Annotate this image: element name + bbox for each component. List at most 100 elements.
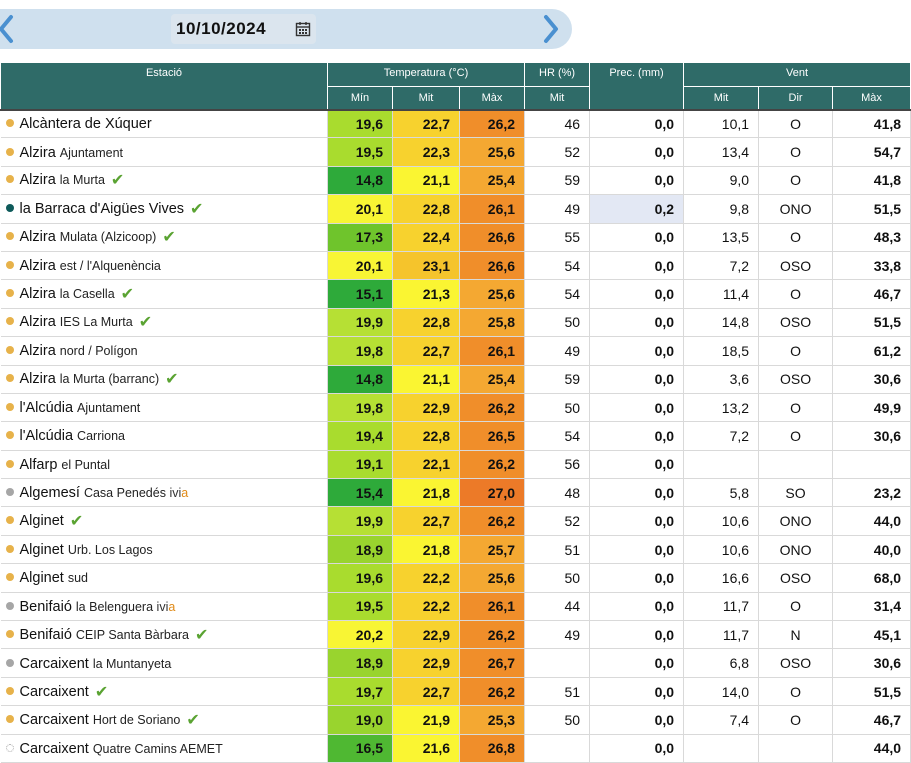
station-name[interactable]: Alcàntera de Xúquer xyxy=(19,116,152,133)
header-v-mit[interactable]: Mit xyxy=(683,86,760,110)
header-v-max[interactable]: Màx xyxy=(832,86,911,110)
table-row[interactable]: Alcàntera de Xúquer 19,6 22,7 26,2 46 0,0 10,1… xyxy=(0,108,911,139)
station-name[interactable]: Carcaixent xyxy=(19,655,89,672)
station-cell[interactable]: Alzira IES La Murta ✔ xyxy=(0,308,328,338)
station-name[interactable]: la Barraca d'Aigües Vives xyxy=(19,200,185,217)
precipitation-cell: 0,0 xyxy=(589,535,685,565)
status-dot-icon xyxy=(5,261,14,270)
table-row[interactable]: Alzira IES La Murta ✔ 19,9 22,8 25,8 50 0,0 14,8… xyxy=(0,308,911,338)
station-cell[interactable]: Alzira Mulata (Alzicoop) ✔ xyxy=(0,223,328,252)
station-cell[interactable]: Alzira Ajuntament xyxy=(0,137,328,167)
station-name[interactable]: Alzira xyxy=(19,172,56,189)
station-name[interactable]: Benifaió xyxy=(19,626,72,643)
temp-max-cell: 25,4 xyxy=(459,166,526,196)
precipitation-cell: 0,0 xyxy=(589,279,685,309)
table-row[interactable]: Alfarp el Puntal 19,1 22,1 26,2 56 0,0 xyxy=(0,450,911,480)
chevron-left-icon[interactable] xyxy=(0,11,16,47)
station-cell[interactable]: l'Alcúdia Ajuntament xyxy=(0,393,328,423)
header-hr-mit[interactable]: Mit xyxy=(524,86,591,110)
station-cell[interactable]: Alfarp el Puntal xyxy=(0,450,328,480)
station-cell[interactable]: Alzira est / l'Alquenència xyxy=(0,251,328,281)
table-row[interactable]: Carcaixent Hort de Soriano ✔ 19,0 21,9 25,3 50… xyxy=(0,705,911,735)
checkmark-icon: ✔ xyxy=(194,626,209,644)
station-name[interactable]: Benifaió xyxy=(19,598,72,615)
station-name[interactable]: Alginet xyxy=(19,513,64,530)
precipitation-cell: 0,0 xyxy=(589,137,685,167)
station-cell[interactable]: la Barraca d'Aigües Vives ✔ xyxy=(0,194,328,224)
station-cell[interactable]: Carcaixent Hort de Soriano ✔ xyxy=(0,705,328,735)
station-cell[interactable]: Alginet sud xyxy=(0,563,328,593)
header-t-max[interactable]: Màx xyxy=(458,86,526,110)
station-cell[interactable]: Carcaixent Quatre Camins AEMET xyxy=(0,734,328,763)
checkmark-icon: ✔ xyxy=(94,683,109,701)
table-row[interactable]: Benifaió la Belenguera ivia 19,5 22,2 26,1 44… xyxy=(0,592,911,622)
table-row[interactable]: Alzira la Casella ✔ 15,1 21,3 25,6 54 0,0 11,4 O 4… xyxy=(0,279,911,309)
header-t-min[interactable]: Mín xyxy=(327,86,393,110)
header-t-mit[interactable]: Mit xyxy=(392,86,460,110)
station-name[interactable]: Alzira xyxy=(19,371,56,388)
table-row[interactable]: Carcaixent ✔ 19,7 22,7 26,2 51 0,0 14,0 O 51,5 xyxy=(0,677,911,707)
station-name[interactable]: Alzira xyxy=(19,229,56,246)
humidity-cell: 50 xyxy=(524,563,591,593)
table-row[interactable]: Carcaixent la Muntanyeta 18,9 22,9 26,7 0,0 6,… xyxy=(0,648,911,678)
table-row[interactable]: la Barraca d'Aigües Vives ✔ 20,1 22,8 26,1 49… xyxy=(0,194,911,224)
header-v-dir[interactable]: Dir xyxy=(758,86,834,110)
table-row[interactable]: Alginet ✔ 19,9 22,7 26,2 52 0,0 10,6 ONO 44,0 xyxy=(0,506,911,536)
station-name[interactable]: Alzira xyxy=(19,343,56,360)
status-dot-icon xyxy=(5,601,14,610)
status-dot-icon xyxy=(5,289,14,298)
station-name[interactable]: Alfarp xyxy=(19,456,58,473)
precipitation-cell: 0,0 xyxy=(589,450,685,480)
table-row[interactable]: Alzira est / l'Alquenència 20,1 23,1 26,6 54 0… xyxy=(0,251,911,281)
station-name[interactable]: Carcaixent xyxy=(19,711,89,728)
chevron-right-icon[interactable] xyxy=(541,11,561,47)
station-name[interactable]: Alzira xyxy=(19,144,56,161)
station-cell[interactable]: Benifaió CEIP Santa Bàrbara ✔ xyxy=(0,620,328,650)
station-name[interactable]: Alzira xyxy=(19,286,56,303)
station-cell[interactable]: Alginet ✔ xyxy=(0,506,328,536)
station-cell[interactable]: Alzira nord / Polígon xyxy=(0,336,328,366)
station-name[interactable]: Alginet xyxy=(19,570,64,587)
wind-max-cell: 61,2 xyxy=(832,336,911,366)
temp-max-cell: 26,1 xyxy=(459,592,526,622)
ivia-logo: ivia xyxy=(165,486,189,501)
station-cell[interactable]: l'Alcúdia Carriona xyxy=(0,421,328,451)
temp-min-cell: 20,1 xyxy=(327,251,393,281)
station-name[interactable]: Carcaixent xyxy=(19,683,89,700)
table-row[interactable]: Alzira nord / Polígon 19,8 22,7 26,1 49 0,0 18,… xyxy=(0,336,911,366)
table-row[interactable]: Carcaixent Quatre Camins AEMET 16,5 21,6 26,… xyxy=(0,734,911,763)
calendar-icon[interactable] xyxy=(295,21,311,37)
station-cell[interactable]: Algemesí Casa Penedés ivia xyxy=(0,478,328,508)
table-row[interactable]: Alzira Ajuntament 19,5 22,3 25,6 52 0,0 13,4 O 54… xyxy=(0,137,911,167)
table-row[interactable]: Alginet Urb. Los Lagos 18,9 21,8 25,7 51 0,0 10… xyxy=(0,535,911,565)
table-row[interactable]: l'Alcúdia Carriona 19,4 22,8 26,5 54 0,0 7,2 O 30… xyxy=(0,421,911,451)
station-name[interactable]: Carcaixent xyxy=(19,740,89,757)
station-name[interactable]: l'Alcúdia xyxy=(19,428,74,445)
station-name[interactable]: Alzira xyxy=(19,258,56,275)
table-row[interactable]: Alginet sud 19,6 22,2 25,6 50 0,0 16,6 OSO 68,0 xyxy=(0,563,911,593)
station-name[interactable]: Alginet xyxy=(19,542,64,559)
status-dot-icon xyxy=(5,119,14,128)
header-estacio[interactable]: Estació xyxy=(0,62,328,110)
header-prec[interactable]: Prec. (mm) xyxy=(589,62,685,110)
station-name[interactable]: Alzira xyxy=(19,314,56,331)
wind-max-cell: 68,0 xyxy=(832,563,911,593)
table-row[interactable]: Alzira la Murta ✔ 14,8 21,1 25,4 59 0,0 9,0 O 41,8 xyxy=(0,166,911,196)
station-name[interactable]: Algemesí xyxy=(19,485,80,502)
table-row[interactable]: Algemesí Casa Penedés ivia 15,4 21,8 27,0 48 0… xyxy=(0,478,911,508)
station-cell[interactable]: Alzira la Casella ✔ xyxy=(0,279,328,309)
table-row[interactable]: l'Alcúdia Ajuntament 19,8 22,9 26,2 50 0,0 13,2… xyxy=(0,393,911,423)
station-cell[interactable]: Alginet Urb. Los Lagos xyxy=(0,535,328,565)
station-cell[interactable]: Alcàntera de Xúquer xyxy=(0,108,328,139)
station-cell[interactable]: Alzira la Murta (barranc) ✔ xyxy=(0,365,328,394)
temp-mit-cell: 22,8 xyxy=(392,194,460,224)
station-cell[interactable]: Carcaixent la Muntanyeta xyxy=(0,648,328,678)
date-picker[interactable]: 10/10/2024 xyxy=(171,14,316,44)
station-cell[interactable]: Alzira la Murta ✔ xyxy=(0,166,328,196)
table-row[interactable]: Alzira la Murta (barranc) ✔ 14,8 21,1 25,4 59 0… xyxy=(0,365,911,394)
station-cell[interactable]: Benifaió la Belenguera ivia xyxy=(0,592,328,622)
table-row[interactable]: Benifaió CEIP Santa Bàrbara ✔ 20,2 22,9 26,2 4… xyxy=(0,620,911,650)
station-name[interactable]: l'Alcúdia xyxy=(19,400,74,417)
table-row[interactable]: Alzira Mulata (Alzicoop) ✔ 17,3 22,4 26,6 55 0,… xyxy=(0,223,911,252)
station-cell[interactable]: Carcaixent ✔ xyxy=(0,677,328,707)
